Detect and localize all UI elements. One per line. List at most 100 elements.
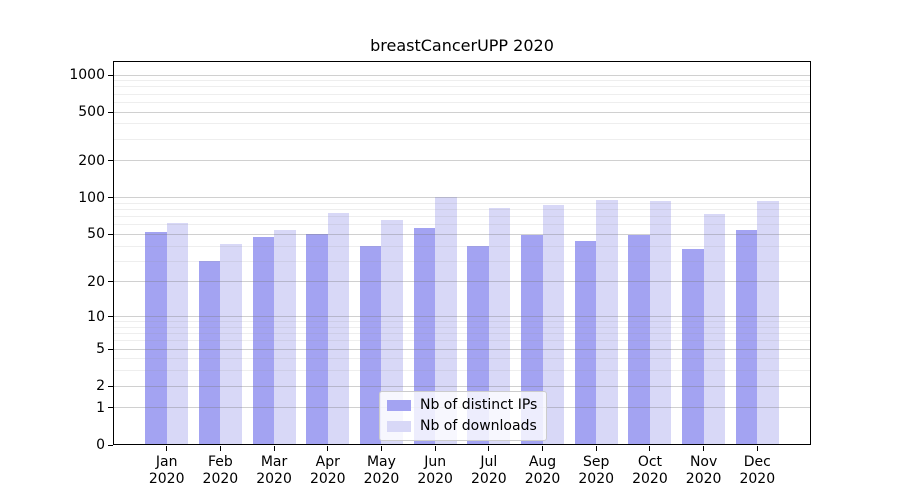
gridline-major (113, 74, 811, 76)
bar-nb-of-distinct-ips-nov (682, 248, 704, 445)
gridline-minor (113, 224, 811, 226)
bar-nb-of-downloads-feb (220, 243, 242, 445)
x-axis-tick (434, 446, 436, 451)
bar-nb-of-downloads-oct (649, 201, 672, 445)
bar-nb-of-downloads-aug (542, 204, 564, 445)
bar-nb-of-downloads-apr (327, 213, 350, 445)
gridline-minor (113, 86, 811, 88)
gridline-minor (113, 245, 811, 247)
bar-nb-of-distinct-ips-dec (735, 230, 758, 445)
x-axis-tick-label: Sep 2020 (578, 454, 615, 487)
gridline-minor (113, 93, 811, 95)
x-axis-tick (327, 446, 329, 451)
bar-nb-of-downloads-may (381, 219, 403, 445)
y-axis-tick (108, 74, 113, 76)
x-axis-tick-label: Nov 2020 (685, 454, 722, 487)
y-axis-tick-label: 50 (87, 226, 105, 243)
legend-label-nb-of-distinct-ips: Nb of distinct IPs (420, 397, 538, 413)
gridline-major (113, 385, 811, 387)
gridline-minor (113, 326, 811, 328)
gridline-minor (113, 333, 811, 335)
x-axis-tick-label: Jul 2020 (471, 454, 507, 487)
legend-label-nb-of-downloads: Nb of downloads (420, 418, 537, 434)
gridline-major (113, 233, 811, 235)
y-axis-tick (108, 385, 113, 387)
x-axis-tick-label: Apr 2020 (309, 454, 346, 487)
gridline-major (113, 281, 811, 283)
gridline-major (113, 316, 811, 318)
y-axis-tick (108, 233, 113, 235)
x-axis-tick (488, 446, 490, 451)
x-axis-tick (219, 446, 221, 451)
legend-item-nb-of-downloads: Nb of downloads (387, 418, 537, 435)
bar-nb-of-distinct-ips-jan (145, 232, 167, 445)
x-axis-tick-label: Feb 2020 (202, 454, 239, 487)
x-axis-tick (273, 446, 275, 451)
x-axis-tick-label: Jan 2020 (148, 454, 185, 487)
bar-nb-of-downloads-jan (166, 223, 189, 445)
y-axis-tick (108, 348, 113, 350)
x-axis-tick-label: Aug 2020 (524, 454, 561, 487)
legend-item-nb-of-distinct-ips: Nb of distinct IPs (387, 397, 537, 414)
y-axis-tick-label: 1000 (69, 67, 105, 83)
y-axis-tick-label: 500 (78, 104, 105, 121)
x-axis-tick (542, 446, 544, 451)
bar-nb-of-distinct-ips-jun (413, 227, 436, 445)
bar-nb-of-downloads-dec (757, 201, 779, 445)
bar-nb-of-distinct-ips-oct (628, 235, 650, 445)
x-axis-tick-label: Dec 2020 (739, 454, 776, 487)
y-axis-tick-label: 10 (87, 308, 105, 325)
legend: Nb of distinct IPs Nb of downloads (379, 391, 548, 441)
gridline-minor (113, 202, 811, 204)
bar-nb-of-downloads-jul (488, 208, 511, 445)
y-axis-tick-label: 100 (78, 189, 105, 206)
gridline-minor (113, 123, 811, 125)
y-axis-tick (108, 197, 113, 199)
y-axis-tick-label: 0 (96, 437, 105, 453)
y-axis-tick-label: 20 (87, 273, 105, 290)
x-axis-tick (380, 446, 382, 451)
y-axis-tick-label: 1 (96, 399, 105, 416)
y-axis-tick (108, 444, 113, 446)
x-axis-tick-label: Oct 2020 (632, 454, 668, 487)
gridline-minor (113, 340, 811, 342)
gridline-major (113, 160, 811, 162)
bar-nb-of-distinct-ips-feb (198, 261, 221, 445)
gridline-minor (113, 321, 811, 323)
y-axis-tick (108, 316, 113, 318)
y-axis-tick (108, 160, 113, 162)
bar-nb-of-distinct-ips-mar (252, 236, 275, 445)
x-axis-tick-label: Mar 2020 (256, 454, 292, 487)
chart-title: breastCancerUPP 2020 (370, 36, 554, 55)
bar-nb-of-downloads-nov (703, 213, 726, 445)
plot-area: Nb of distinct IPs Nb of downloads (113, 61, 811, 445)
bar-nb-of-distinct-ips-apr (306, 234, 328, 445)
x-axis-tick (703, 446, 705, 451)
gridline-minor (113, 216, 811, 218)
bar-nb-of-distinct-ips-may (359, 246, 382, 445)
bar-nb-of-distinct-ips-sep (574, 241, 597, 445)
gridline-minor (113, 138, 811, 140)
y-axis-tick (108, 407, 113, 409)
gridline-minor (113, 80, 811, 82)
gridline-major (113, 197, 811, 199)
y-axis-tick-label: 5 (96, 341, 105, 358)
y-axis-tick-label: 200 (78, 152, 105, 169)
x-axis-tick-label: Jun 2020 (417, 454, 453, 487)
x-axis-tick-label: May 2020 (363, 454, 400, 487)
gridline-minor (113, 358, 811, 360)
y-axis-tick (108, 281, 113, 283)
gridline-minor (113, 370, 811, 372)
gridline-minor (113, 260, 811, 262)
bar-nb-of-downloads-mar (274, 230, 296, 445)
gridline-minor (113, 209, 811, 211)
gridline-minor (113, 101, 811, 103)
x-axis-tick (166, 446, 168, 451)
legend-swatch-nb-of-distinct-ips (387, 400, 411, 411)
gridline-major (113, 348, 811, 350)
x-axis-tick (649, 446, 651, 451)
gridline-major (113, 111, 811, 113)
y-axis-tick-label: 2 (96, 378, 105, 395)
x-axis-tick (595, 446, 597, 451)
